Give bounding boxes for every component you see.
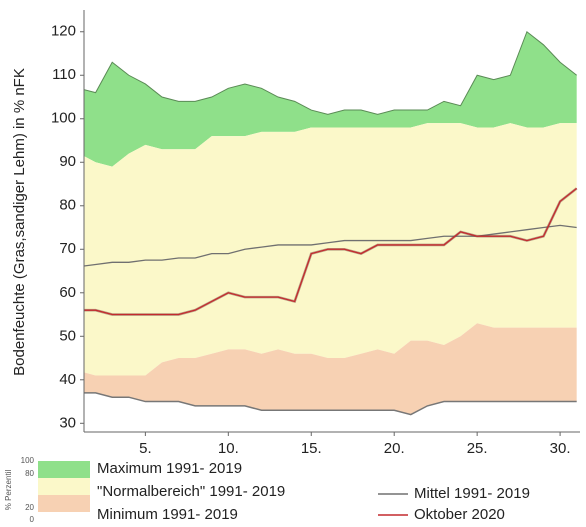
min-line [84,392,577,416]
band-area [84,323,577,415]
x-tick-label: 25. [467,440,488,457]
y-tick-label: 110 [52,66,76,83]
x-tick-label: 20. [384,440,405,457]
legend-label: Minimum 1991- 2019 [97,506,238,523]
legend-label: Maximum 1991- 2019 [97,460,242,477]
x-tick-label: 30. [550,440,571,457]
y-tick-label: 50 [59,327,76,344]
x-tick-label: 10. [218,440,239,457]
legend-label: Mittel 1991- 2019 [414,485,530,502]
legend-swatch [38,495,90,512]
x-tick-label: 5. [139,440,152,457]
line [84,187,578,316]
x-tick-label: 15. [301,440,322,457]
y-axis-label: Bodenfeuchte (Gras,sandiger Lehm) in % n… [11,68,28,376]
y-tick-label: 40 [59,371,76,388]
percentile-tick: 100 [21,456,35,465]
legend-label: Oktober 2020 [414,506,505,523]
y-tick-label: 90 [59,153,76,170]
percentile-tick: 20 [25,503,34,512]
percentile-tick: 0 [30,515,35,524]
percentile-label: % Perzentil [4,470,13,511]
y-tick-label: 70 [59,240,76,257]
y-tick-label: 60 [59,284,76,301]
legend-swatch [38,478,90,495]
band-area [84,31,577,167]
percentile-tick: 80 [25,469,34,478]
y-tick-label: 30 [59,414,76,431]
legend-label: "Normalbereich" 1991- 2019 [97,483,285,500]
y-tick-label: 100 [51,110,76,127]
legend-swatch [38,461,90,478]
band-edge [84,30,577,115]
plot-area [84,30,578,416]
y-tick-label: 80 [59,197,76,214]
y-tick-label: 120 [51,23,76,40]
line [84,224,577,267]
